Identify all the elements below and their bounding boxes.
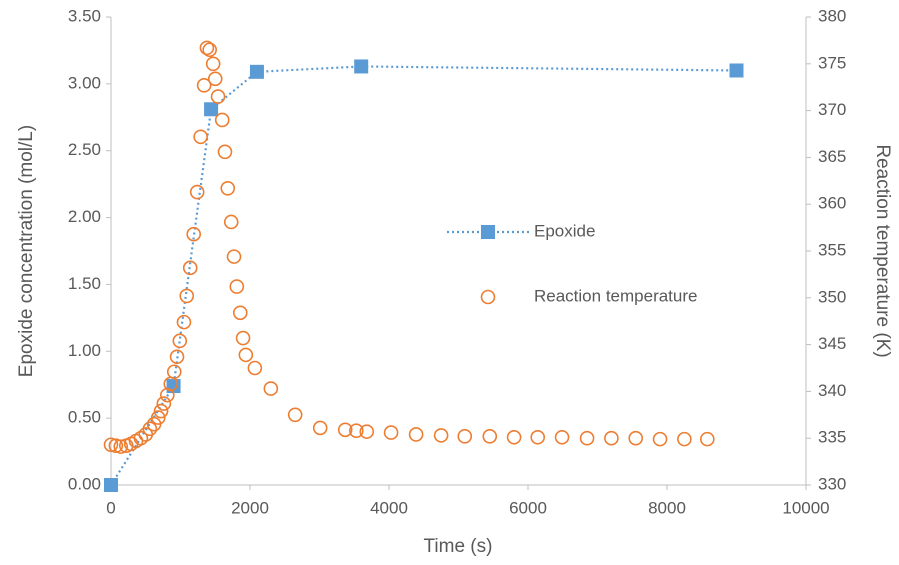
x-tick-label: 8000 [648, 498, 686, 517]
data-point [457, 429, 473, 444]
y-tick-label: 3.00 [68, 73, 101, 92]
data-point [193, 129, 208, 145]
y2-tick-label: 370 [818, 100, 846, 119]
data-point [359, 424, 375, 439]
data-point [217, 144, 233, 160]
y-tick-label: 0.50 [68, 408, 101, 427]
y-tick-label: 2.50 [68, 140, 101, 159]
data-point [263, 381, 279, 396]
legend-label: Reaction temperature [534, 286, 697, 305]
data-point [700, 431, 715, 447]
data-point [103, 437, 119, 453]
data-point [156, 396, 172, 411]
data-point [652, 431, 668, 447]
data-point [189, 184, 205, 200]
data-point [238, 347, 254, 363]
data-point [182, 260, 198, 276]
y2-tick-label: 345 [818, 334, 846, 353]
data-point [207, 71, 223, 87]
data-point [554, 429, 570, 445]
x-axis-title: Time (s) [424, 536, 493, 557]
y-axis-title: Epoxide concentration (mol/L) [16, 125, 37, 377]
y2-tick-label: 340 [818, 381, 846, 400]
y2-tick-label: 335 [818, 428, 846, 447]
data-point [579, 430, 595, 446]
data-point [729, 63, 744, 78]
y2-axis-title: Reaction temperature (K) [872, 144, 893, 357]
data-point [204, 102, 219, 117]
y-tick-label: 0.00 [68, 474, 101, 493]
data-point [153, 403, 169, 419]
y2-tick-label: 380 [818, 6, 846, 25]
y-tick-label: 3.50 [68, 6, 101, 25]
data-point [226, 249, 242, 264]
y2-tick-label: 360 [818, 194, 846, 213]
data-point [142, 421, 158, 437]
data-point [150, 410, 166, 425]
data-point [482, 429, 498, 444]
series-line [110, 65, 737, 486]
x-tick-label: 4000 [370, 498, 408, 517]
data-point [383, 425, 399, 440]
data-point [249, 64, 264, 79]
data-point [354, 59, 369, 74]
data-point [186, 226, 202, 242]
data-point [604, 430, 619, 446]
data-point [677, 431, 692, 447]
data-point [169, 349, 185, 365]
data-point [287, 407, 303, 423]
data-point [196, 78, 212, 93]
data-point [172, 333, 188, 349]
data-point [176, 314, 192, 330]
data-point [235, 330, 251, 346]
y2-tick-label: 350 [818, 287, 846, 306]
data-point [506, 429, 522, 445]
y-tick-label: 1.50 [68, 274, 101, 293]
data-point [628, 430, 644, 446]
data-point [223, 214, 239, 230]
x-tick-label: 6000 [509, 498, 547, 517]
data-point [433, 428, 449, 443]
data-point [210, 89, 226, 104]
y-tick-label: 2.00 [68, 207, 101, 226]
legend-marker [480, 289, 496, 305]
y2-tick-label: 375 [818, 53, 846, 72]
data-point [104, 478, 118, 492]
x-tick-label: 0 [106, 498, 115, 517]
data-point [349, 423, 364, 439]
data-point [166, 364, 182, 380]
y2-tick-label: 365 [818, 147, 846, 166]
data-point [205, 56, 221, 72]
y2-tick-label: 355 [818, 240, 846, 259]
data-point [202, 42, 217, 58]
data-point [312, 420, 328, 436]
data-point [214, 112, 230, 128]
legend-label: Epoxide [534, 221, 595, 240]
data-point [220, 180, 236, 196]
y2-tick-label: 330 [818, 474, 846, 493]
data-point [530, 429, 546, 445]
data-point [247, 360, 263, 376]
x-tick-label: 10000 [782, 498, 829, 517]
data-point [179, 288, 195, 304]
y-tick-label: 1.00 [68, 341, 101, 360]
legend-marker [481, 225, 495, 239]
data-point [166, 379, 181, 394]
data-point [229, 279, 245, 294]
data-point [337, 422, 353, 438]
x-tick-label: 2000 [231, 498, 269, 517]
data-point [199, 40, 215, 56]
data-point [133, 430, 149, 446]
data-point [232, 305, 248, 321]
data-point [408, 427, 424, 442]
data-point [113, 439, 129, 454]
data-point [108, 438, 124, 453]
